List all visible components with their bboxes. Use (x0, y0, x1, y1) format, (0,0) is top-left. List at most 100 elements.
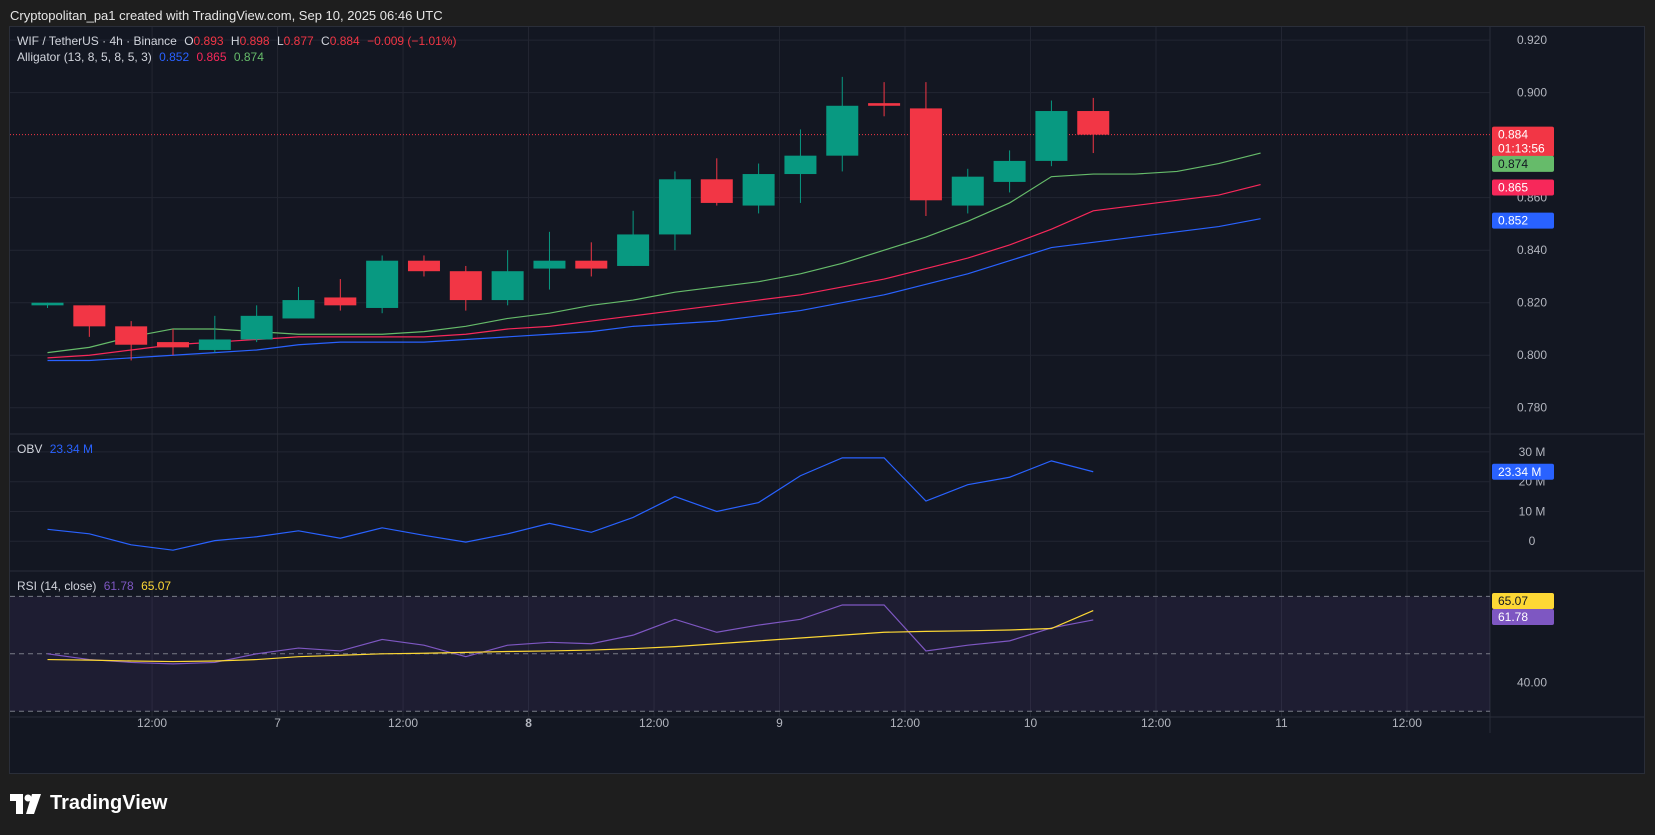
rsi-ma-value: 65.07 (141, 579, 172, 593)
rsi-axis-label: 40.00 (1517, 676, 1547, 690)
symbol-label: WIF / TetherUS · 4h · Binance (17, 34, 177, 48)
candle-body (784, 155, 817, 175)
rsi-value-tag-bg (1492, 609, 1554, 625)
last-price-tag-bg (1492, 126, 1554, 157)
candle-body (115, 326, 148, 345)
candle-body (909, 108, 942, 201)
alligator-legend: Alligator (13, 8, 5, 8, 5, 3) 0.852 0.86… (17, 50, 268, 64)
lips-price-tag-bg (1492, 155, 1554, 172)
candle-body (533, 260, 566, 269)
high-value: 0.898 (239, 34, 270, 48)
obv-value-tag: 23.34 M (1498, 465, 1541, 479)
time-axis-label: 10 (1024, 716, 1038, 730)
teeth-price-tag: 0.865 (1498, 181, 1528, 195)
jaw-price-tag: 0.852 (1498, 214, 1528, 228)
grid-lines (10, 27, 1644, 733)
price-axis-label: 0.900 (1517, 86, 1547, 100)
candle-body (156, 342, 189, 348)
close-value: 0.884 (329, 34, 360, 48)
rsi-value: 61.78 (103, 579, 134, 593)
candle-body (826, 105, 859, 156)
candle-body (658, 179, 691, 235)
time-axis-label: 12:00 (1392, 716, 1422, 730)
brand-name: TradingView (50, 792, 168, 814)
obv-value-tag-bg (1492, 463, 1554, 480)
candle-body (240, 315, 273, 340)
obv-line (47, 457, 1094, 551)
candle-body (198, 339, 231, 350)
alligator-label: Alligator (13, 8, 5, 8, 5, 3) (17, 50, 152, 64)
rsi-ma-line (47, 609, 1094, 663)
last-price-tag: 0.884 (1498, 128, 1528, 142)
time-axis-label: 11 (1275, 716, 1288, 730)
candle-body (73, 305, 106, 327)
time-axis-label: 12:00 (890, 716, 920, 730)
candle-body (491, 271, 524, 301)
jaw-price-tag-bg (1492, 212, 1554, 229)
close-label: C (321, 34, 330, 48)
obv-axis-label: 0 (1529, 534, 1536, 548)
tradingview-logo-icon (10, 793, 41, 814)
time-axis-label: 12:00 (1141, 716, 1171, 730)
rsi-legend: RSI (14, close) 61.78 65.07 (17, 579, 175, 593)
alligator-jaw-line (47, 218, 1261, 362)
obv-axis-label: 30 M (1519, 445, 1546, 459)
candle-body (31, 302, 64, 306)
obv-label: OBV (17, 442, 43, 456)
obv-legend: OBV 23.34 M (17, 442, 97, 456)
lips-price-tag: 0.874 (1498, 157, 1528, 171)
high-label: H (230, 34, 240, 48)
alligator-teeth-line (47, 183, 1261, 359)
time-axis-label: 12:00 (639, 716, 669, 730)
candle-body (617, 234, 650, 266)
price-axis-label: 0.840 (1517, 243, 1547, 257)
price-axis-label: 0.780 (1517, 401, 1547, 415)
candle-body (1077, 111, 1110, 135)
time-axis-label: 12:00 (137, 716, 167, 730)
chart-frame[interactable]: 0.920 0.900 0.860 0.840 0.820 0.800 0.780 12:00… (9, 26, 1645, 774)
price-pane (10, 76, 1490, 362)
alligator-teeth-value: 0.865 (196, 50, 227, 64)
alligator-jaw-value: 0.852 (159, 50, 190, 64)
candle-body (700, 179, 733, 203)
candle-body (575, 260, 608, 269)
main-legend: WIF / TetherUS · 4h · Binance O0.893 H0.… (17, 34, 460, 48)
price-axis-label: 0.800 (1517, 348, 1547, 362)
teeth-price-tag-bg (1492, 179, 1554, 196)
price-axis-label: 0.920 (1517, 33, 1547, 47)
time-axis-label: 8 (525, 716, 532, 730)
candle-body (449, 271, 482, 301)
alligator-lips-value: 0.874 (233, 50, 264, 64)
rsi-label: RSI (14, close) (17, 579, 97, 593)
chart-canvas[interactable]: 0.9200.9000.8600.8400.8200.8000.78012:00… (10, 27, 1644, 773)
candle-body (407, 260, 440, 272)
low-label: L (276, 34, 284, 48)
change-value: −0.009 (−1.01%) (367, 34, 457, 48)
rsi-value-tag: 61.78 (1498, 610, 1528, 624)
candle-body (324, 297, 357, 306)
candle-body (742, 174, 775, 206)
countdown-tag: 01:13:56 (1498, 142, 1545, 156)
rsi-ma-value-tag-bg (1492, 593, 1554, 609)
obv-value: 23.34 M (49, 442, 94, 456)
candle-body (366, 260, 399, 308)
candle-body (868, 103, 901, 106)
chart-credit: Cryptopolitan_pa1 created with TradingVi… (10, 8, 443, 23)
obv-pane (47, 457, 1094, 551)
price-axis-label: 0.820 (1517, 296, 1547, 310)
open-value: 0.893 (193, 34, 224, 48)
candle-body (282, 300, 315, 319)
time-axis-label: 12:00 (388, 716, 418, 730)
candle-body (993, 160, 1026, 182)
time-axis-label: 7 (274, 716, 281, 730)
rsi-ma-value-tag: 65.07 (1498, 594, 1528, 608)
rsi-pane (10, 595, 1490, 712)
candle-body (1035, 111, 1068, 161)
time-axis-label: 9 (776, 716, 783, 730)
candle-body (951, 176, 984, 206)
tradingview-logo[interactable]: TradingView (10, 792, 167, 815)
open-label: O (184, 34, 194, 48)
low-value: 0.877 (283, 34, 314, 48)
obv-axis-label: 10 M (1519, 504, 1546, 518)
